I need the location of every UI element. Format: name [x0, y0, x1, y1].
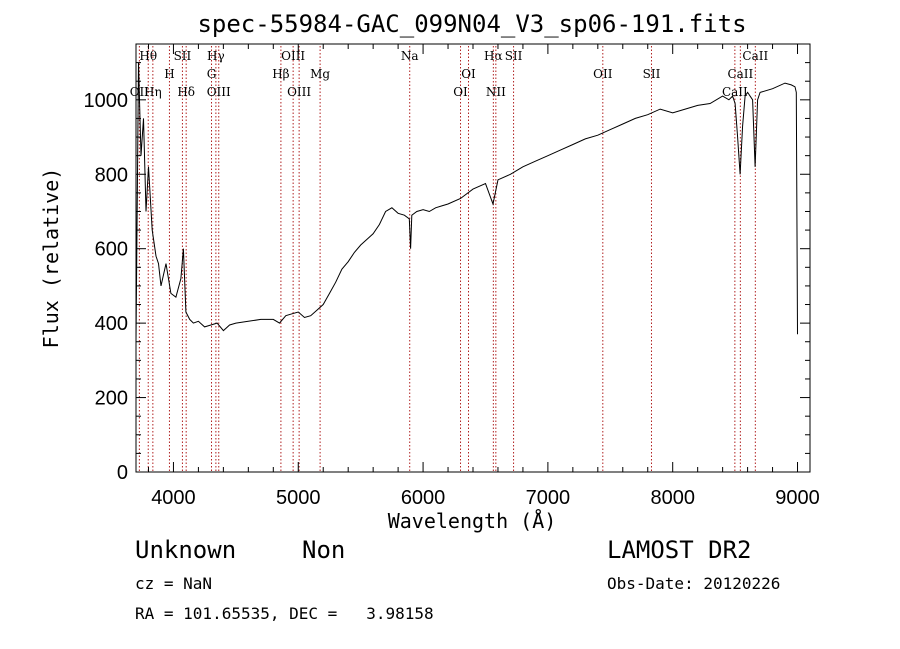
line-marker-label: Hβ	[272, 67, 289, 81]
x-tick-label: 6000	[401, 487, 446, 509]
redshift-cz: cz = NaN	[135, 574, 213, 593]
spectrum-line	[135, 62, 798, 342]
y-tick-label: 1000	[84, 90, 129, 112]
object-subclass: Non	[302, 536, 346, 564]
survey-name: LAMOST DR2	[607, 536, 752, 564]
line-marker-label: SII	[505, 49, 523, 63]
line-marker-label: Hθ	[139, 49, 157, 63]
x-tick-label: 8000	[650, 487, 695, 509]
line-marker-label: Hδ	[177, 85, 195, 99]
y-axis-label: Flux (relative)	[39, 168, 63, 349]
line-marker-label: OIII	[287, 85, 311, 99]
axis-ticks: 4000 5000 6000 7000 8000 9000 0 200 400 600 800 100…	[84, 44, 820, 509]
x-tick-label: 9000	[775, 487, 820, 509]
line-marker-label: Na	[401, 49, 419, 63]
line-marker-label: OIII	[281, 49, 305, 63]
line-marker-label: OI	[453, 85, 468, 99]
y-tick-label: 800	[95, 164, 128, 186]
plot-frame	[135, 43, 811, 473]
line-marker-label: Hγ	[207, 49, 225, 63]
line-marker-label: OIII	[207, 85, 231, 99]
y-tick-label: 0	[117, 462, 128, 484]
line-marker-label: H	[164, 67, 174, 81]
obs-date: Obs-Date: 20120226	[607, 574, 781, 593]
object-class: Unknown	[135, 536, 237, 564]
line-marker-label: CaII	[742, 49, 768, 63]
line-marker-label: Hη	[144, 85, 162, 99]
line-marker-group: HθOIIHηHSIIHδHγGOIIIOIIIHβOIIIMgNaOIOIHα…	[130, 46, 768, 472]
line-marker-label: OI	[461, 67, 476, 81]
line-marker-label: Mg	[310, 67, 330, 81]
line-marker-label: G	[207, 67, 217, 81]
line-marker-label: SII	[643, 67, 661, 81]
line-marker-label: CaII	[727, 67, 753, 81]
line-marker-label: NII	[486, 85, 506, 99]
line-marker-label: CaII	[722, 85, 748, 99]
chart-title: spec-55984-GAC_099N04_V3_sp06-191.fits	[197, 10, 746, 38]
y-tick-label: 600	[95, 239, 128, 261]
y-tick-label: 200	[95, 388, 128, 410]
line-marker-label: Hα	[484, 49, 503, 63]
x-axis-label: Wavelength (Å)	[388, 509, 557, 533]
x-tick-label: 4000	[151, 487, 196, 509]
y-tick-label: 400	[95, 313, 128, 335]
line-marker-label: OII	[593, 67, 613, 81]
x-tick-label: 5000	[276, 487, 321, 509]
x-tick-label: 7000	[526, 487, 571, 509]
line-marker-label: SII	[174, 49, 192, 63]
coordinates: RA = 101.65535, DEC = 3.98158	[135, 604, 434, 623]
